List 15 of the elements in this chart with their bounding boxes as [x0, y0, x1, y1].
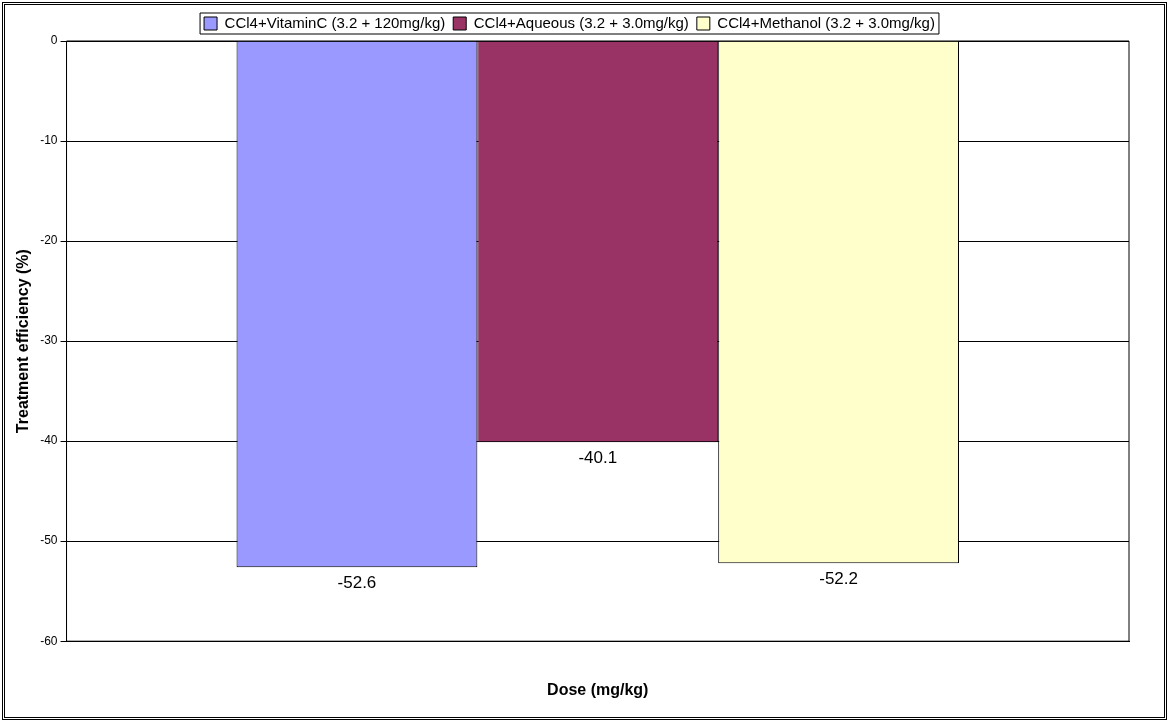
data-label: -40.1 [578, 448, 618, 468]
legend-label: CCl4+VitaminC (3.2 + 120mg/kg) [224, 13, 446, 31]
data-label: -52.2 [819, 569, 858, 589]
y-axis-title: Treatment efficiency (%) [14, 249, 32, 434]
y-tick-label: -50 [40, 533, 58, 548]
legend-label: CCl4+Aqueous (3.2 + 3.0mg/kg) [473, 13, 689, 31]
y-tick-label: -60 [40, 633, 58, 648]
data-label: -52.6 [337, 573, 377, 593]
y-tick-label: -30 [40, 333, 58, 348]
y-tick-label: 0 [50, 33, 58, 48]
y-tick-label: -40 [40, 433, 58, 448]
y-tick-label: -10 [40, 133, 58, 148]
x-axis-title: Dose (mg/kg) [547, 680, 649, 698]
y-tick-label: -20 [40, 233, 58, 248]
legend-label: CCl4+Methanol (3.2 + 3.0mg/kg) [717, 13, 935, 31]
